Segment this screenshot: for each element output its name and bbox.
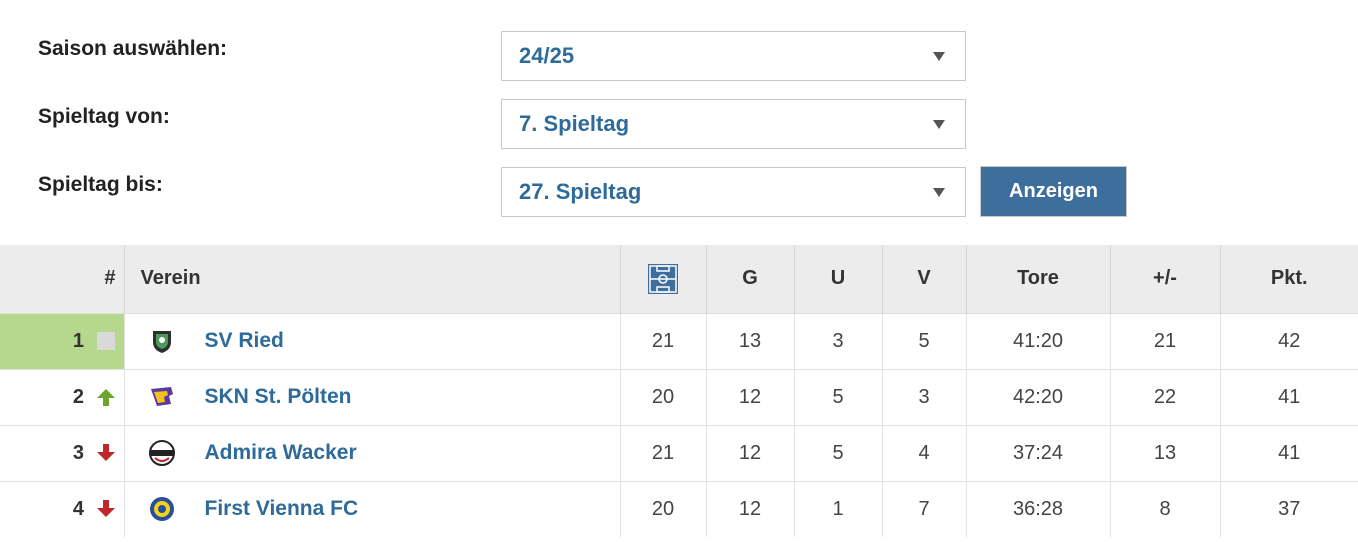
rank-number: 1 [72,329,84,352]
club-link[interactable]: SV Ried [204,329,284,352]
unchanged-icon [96,332,115,351]
header-rank: # [0,245,125,313]
chevron-down-icon [933,120,945,129]
won-cell: 13 [706,313,795,369]
lost-cell: 3 [882,369,967,425]
club-cell: SKN St. Pölten [124,369,621,425]
standings-table: # Verein G U V Tore +/- Pkt. [0,245,1358,537]
club-cell: SV Ried [124,313,621,369]
matches-cell: 20 [620,369,707,425]
matchday-from-label: Spieltag von: [38,105,170,128]
won-cell: 12 [706,481,795,537]
header-lost: V [882,245,967,313]
rank-cell: 2 [0,369,125,425]
diff-cell: 13 [1110,425,1221,481]
header-diff: +/- [1110,245,1221,313]
matchday-from-value: 7. Spieltag [519,111,630,136]
diff-cell: 21 [1110,313,1221,369]
header-club: Verein [124,245,621,313]
points-cell: 42 [1278,329,1301,352]
arrow-down-icon [96,444,115,462]
arrow-up-icon [96,389,115,407]
goals-cell: 42:20 [966,369,1111,425]
season-label: Saison auswählen: [38,37,228,60]
matchday-to-label: Spieltag bis: [38,173,163,196]
club-cell: Admira Wacker [124,425,621,481]
rank-cell: 3 [0,425,125,481]
points-cell: 41 [1278,385,1301,408]
table-header-row: # Verein G U V Tore +/- Pkt. [0,245,1358,313]
table-row: 1 SV Ried 21 13 3 5 41:20 21 42 [0,313,1358,369]
rank-cell: 4 [0,481,125,537]
matches-cell: 21 [620,425,707,481]
rank-number: 2 [72,385,84,408]
table-row: 3 Admira Wacker 21 12 5 4 37:24 [0,425,1358,481]
points-cell: 41 [1278,441,1301,464]
club-cell: First Vienna FC [124,481,621,537]
rank-number: 4 [72,497,84,520]
matchday-to-select[interactable]: 27. Spieltag [501,167,966,217]
rank-number: 3 [72,441,84,464]
draw-cell: 5 [794,425,883,481]
draw-cell: 5 [794,369,883,425]
goals-cell: 37:24 [966,425,1111,481]
diff-cell: 8 [1110,481,1221,537]
won-cell: 12 [706,369,795,425]
header-goals: Tore [966,245,1111,313]
club-link[interactable]: SKN St. Pölten [204,385,352,408]
rank-cell: 1 [0,313,125,369]
won-cell: 12 [706,425,795,481]
matchday-to-value: 27. Spieltag [519,179,642,204]
chevron-down-icon [933,52,945,61]
header-won: G [706,245,795,313]
admira-wacker-crest-icon [148,440,175,466]
pitch-icon [648,263,678,294]
goals-cell: 36:28 [966,481,1111,537]
season-select[interactable]: 24/25 [501,31,966,81]
lost-cell: 7 [882,481,967,537]
header-points: Pkt. [1270,267,1308,290]
header-matches [620,245,707,313]
table-row: 2 SKN St. Pölten 20 12 5 3 42:20 22 [0,369,1358,425]
goals-cell: 41:20 [966,313,1111,369]
matchday-from-select[interactable]: 7. Spieltag [501,99,966,149]
diff-cell: 22 [1110,369,1221,425]
first-vienna-crest-icon [149,497,174,522]
table-row: 4 First Vienna FC 20 12 1 7 36: [0,481,1358,537]
draw-cell: 3 [794,313,883,369]
show-button[interactable]: Anzeigen [980,166,1127,217]
lost-cell: 5 [882,313,967,369]
club-link[interactable]: First Vienna FC [204,497,359,521]
season-select-value: 24/25 [519,43,575,68]
lost-cell: 4 [882,425,967,481]
sv-ried-crest-icon [152,331,171,353]
matches-cell: 20 [620,481,707,537]
points-cell: 37 [1278,497,1301,520]
skn-st-poelten-crest-icon [150,387,173,406]
club-link[interactable]: Admira Wacker [204,441,357,464]
arrow-down-icon [96,500,115,518]
header-draw: U [794,245,883,313]
draw-cell: 1 [794,481,883,537]
matches-cell: 21 [620,313,707,369]
chevron-down-icon [933,188,945,197]
